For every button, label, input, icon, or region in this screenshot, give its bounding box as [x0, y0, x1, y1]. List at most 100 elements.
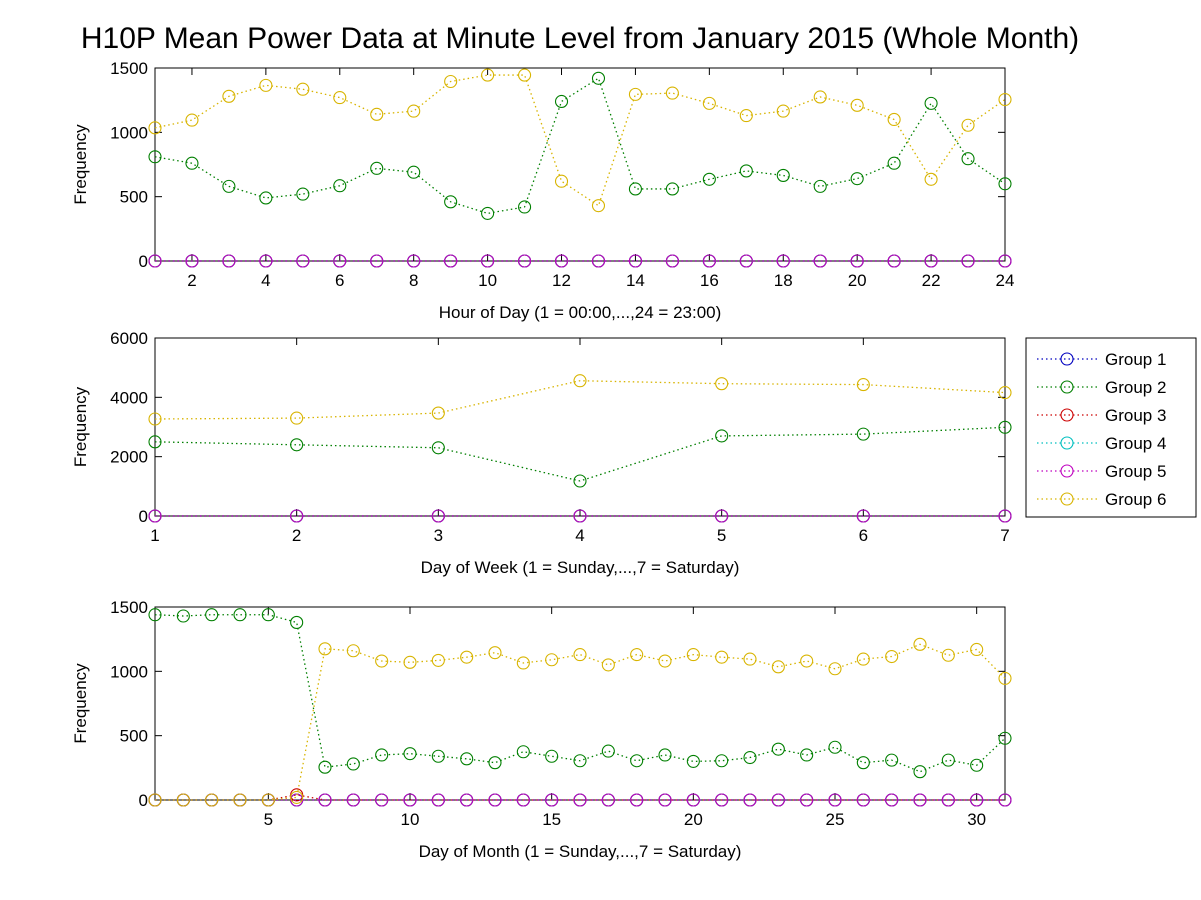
data-point — [375, 748, 389, 762]
data-point — [856, 793, 870, 807]
legend-entry: Group 2 — [1037, 378, 1166, 397]
x-tick-label: 4 — [261, 271, 270, 290]
data-point — [715, 509, 729, 523]
x-tick-label: 24 — [996, 271, 1015, 290]
data-point — [545, 793, 559, 807]
data-point — [998, 793, 1012, 807]
data-point — [261, 793, 275, 807]
data-point — [686, 648, 700, 662]
y-tick-label: 500 — [120, 188, 148, 207]
data-point — [998, 671, 1012, 685]
data-point — [628, 254, 642, 268]
data-point — [261, 608, 275, 622]
x-tick-label: 2 — [292, 526, 301, 545]
data-point — [739, 164, 753, 178]
data-point — [518, 68, 532, 82]
data-point — [813, 179, 827, 193]
x-tick-label: 5 — [264, 810, 273, 829]
data-point — [771, 793, 785, 807]
data-point — [601, 658, 615, 672]
data-point — [554, 174, 569, 188]
data-point — [407, 104, 421, 118]
data-point — [516, 793, 530, 807]
x-tick-label: 8 — [409, 271, 418, 290]
data-point — [516, 656, 530, 670]
data-point — [516, 745, 530, 759]
legend-marker — [1060, 380, 1074, 394]
series-group-5 — [148, 254, 1012, 268]
series-line — [154, 426, 1006, 482]
data-point — [961, 152, 975, 166]
data-point — [776, 104, 790, 118]
data-point — [403, 655, 417, 669]
data-point — [573, 509, 587, 523]
data-point — [518, 200, 532, 214]
legend-entry: Group 3 — [1037, 406, 1166, 425]
data-point — [290, 411, 304, 425]
y-tick-label: 500 — [120, 727, 148, 746]
data-point — [665, 182, 679, 196]
legend-label: Group 6 — [1105, 490, 1166, 509]
data-point — [800, 793, 814, 807]
data-point — [333, 91, 347, 105]
data-point — [739, 254, 753, 268]
series-group-5 — [148, 509, 1012, 523]
data-point — [148, 509, 162, 523]
y-axis-label: Frequency — [71, 386, 90, 467]
data-point — [913, 765, 927, 779]
data-point — [743, 750, 757, 765]
x-tick-label: 15 — [542, 810, 561, 829]
y-tick-label: 1000 — [110, 662, 148, 681]
data-point — [431, 793, 445, 807]
data-point — [370, 254, 384, 268]
data-point — [185, 113, 199, 127]
data-point — [630, 754, 644, 768]
data-point — [856, 427, 870, 441]
data-point — [924, 254, 938, 268]
data-point — [296, 254, 310, 268]
data-point — [591, 71, 606, 85]
data-point — [222, 89, 236, 103]
data-point — [148, 412, 162, 426]
x-tick-label: 7 — [1000, 526, 1009, 545]
data-point — [885, 753, 899, 767]
data-point — [924, 96, 938, 110]
data-point — [702, 96, 716, 110]
data-point — [333, 179, 347, 193]
series-group-6 — [148, 637, 1012, 807]
data-point — [771, 660, 785, 674]
x-tick-label: 14 — [626, 271, 645, 290]
data-point — [828, 662, 842, 676]
data-point — [290, 509, 304, 523]
x-tick-label: 30 — [967, 810, 986, 829]
data-point — [970, 758, 984, 772]
data-point — [998, 509, 1012, 523]
data-point — [856, 378, 870, 392]
data-point — [148, 435, 162, 449]
data-point — [913, 793, 927, 807]
data-point — [961, 118, 975, 132]
data-point — [998, 92, 1012, 107]
y-tick-label: 1000 — [110, 123, 148, 142]
data-point — [970, 642, 984, 657]
x-tick-label: 3 — [434, 526, 443, 545]
data-point — [573, 474, 587, 488]
data-point — [887, 254, 901, 268]
data-point — [460, 650, 474, 664]
series-group-6 — [148, 374, 1012, 426]
data-point — [998, 386, 1012, 400]
data-point — [658, 654, 672, 668]
x-axis-label: Day of Week (1 = Sunday,...,7 = Saturday… — [421, 558, 740, 577]
subplot-2: 1 2 3 4 5 6 7 0 2000 4000 6000 Day of Week (1 = Sun… — [71, 329, 1012, 577]
data-point — [573, 374, 587, 388]
data-point — [628, 182, 642, 196]
legend-label: Group 5 — [1105, 462, 1166, 481]
data-point — [776, 168, 790, 182]
data-point — [601, 744, 615, 758]
x-tick-label: 20 — [848, 271, 867, 290]
series-line — [154, 614, 1006, 773]
data-point — [290, 615, 304, 629]
data-point — [222, 254, 236, 268]
legend-entry: Group 4 — [1037, 434, 1166, 453]
